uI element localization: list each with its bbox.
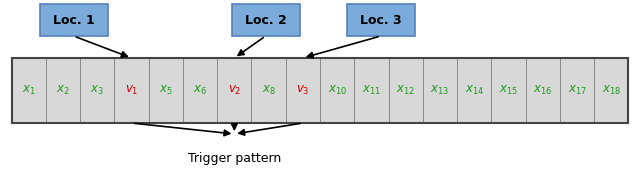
Text: $\mathit{v}_{2}$: $\mathit{v}_{2}$ xyxy=(228,84,241,97)
Text: $\mathit{x}_{12}$: $\mathit{x}_{12}$ xyxy=(396,84,415,97)
Text: $\mathit{x}_{18}$: $\mathit{x}_{18}$ xyxy=(602,84,621,97)
Bar xyxy=(347,4,415,36)
Text: $\mathit{v}_{3}$: $\mathit{v}_{3}$ xyxy=(296,84,310,97)
Bar xyxy=(232,4,300,36)
Bar xyxy=(40,4,108,36)
Text: $\mathit{x}_{1}$: $\mathit{x}_{1}$ xyxy=(22,84,36,97)
Text: $\mathit{x}_{11}$: $\mathit{x}_{11}$ xyxy=(362,84,381,97)
Bar xyxy=(457,58,492,123)
Text: $\mathit{x}_{2}$: $\mathit{x}_{2}$ xyxy=(56,84,70,97)
Bar xyxy=(12,58,628,123)
Text: Trigger pattern: Trigger pattern xyxy=(188,152,281,165)
Text: $\mathit{x}_{3}$: $\mathit{x}_{3}$ xyxy=(90,84,104,97)
Text: $\mathit{x}_{10}$: $\mathit{x}_{10}$ xyxy=(328,84,347,97)
Text: $\mathit{x}_{17}$: $\mathit{x}_{17}$ xyxy=(568,84,587,97)
Text: Loc. 1: Loc. 1 xyxy=(52,13,95,27)
Bar xyxy=(525,58,560,123)
Text: $\mathit{v}_{1}$: $\mathit{v}_{1}$ xyxy=(125,84,138,97)
Text: $\mathit{x}_{6}$: $\mathit{x}_{6}$ xyxy=(193,84,207,97)
Bar xyxy=(12,58,46,123)
Bar xyxy=(252,58,285,123)
Text: $\mathit{x}_{8}$: $\mathit{x}_{8}$ xyxy=(262,84,276,97)
Bar xyxy=(388,58,423,123)
Bar xyxy=(492,58,525,123)
Bar xyxy=(285,58,320,123)
Bar xyxy=(423,58,457,123)
Bar xyxy=(560,58,594,123)
Bar xyxy=(80,58,115,123)
Text: $\mathit{x}_{15}$: $\mathit{x}_{15}$ xyxy=(499,84,518,97)
Text: Loc. 2: Loc. 2 xyxy=(244,13,287,27)
Text: $\mathit{x}_{14}$: $\mathit{x}_{14}$ xyxy=(465,84,484,97)
Text: $\mathit{x}_{13}$: $\mathit{x}_{13}$ xyxy=(431,84,449,97)
Bar xyxy=(320,58,355,123)
Text: $\mathit{x}_{16}$: $\mathit{x}_{16}$ xyxy=(533,84,552,97)
Bar xyxy=(148,58,183,123)
Bar xyxy=(594,58,628,123)
Bar xyxy=(217,58,252,123)
Text: Loc. 3: Loc. 3 xyxy=(360,13,402,27)
Bar xyxy=(355,58,388,123)
Text: $\mathit{x}_{5}$: $\mathit{x}_{5}$ xyxy=(159,84,173,97)
Bar xyxy=(46,58,80,123)
Bar xyxy=(115,58,148,123)
Bar xyxy=(183,58,217,123)
